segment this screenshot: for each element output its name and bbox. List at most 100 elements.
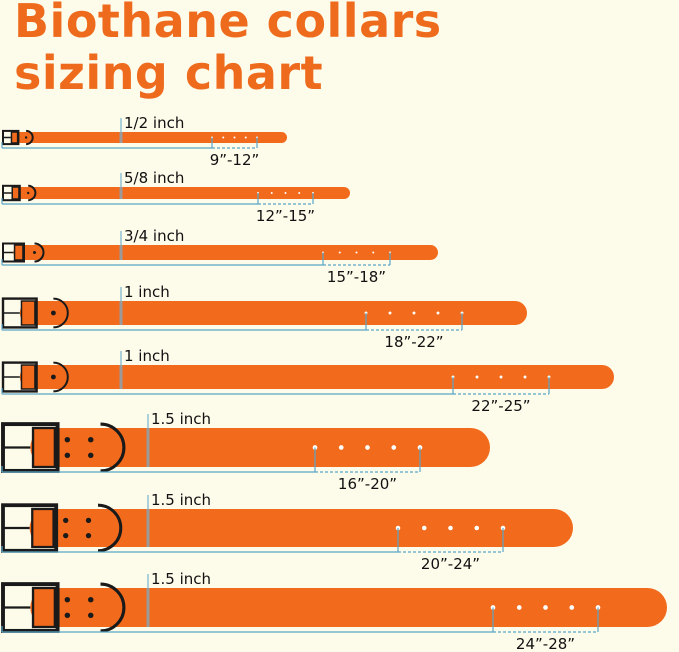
strap xyxy=(10,132,287,143)
strap-hole xyxy=(499,375,503,379)
d-ring-icon xyxy=(53,361,69,393)
strap-hole xyxy=(474,525,480,531)
rivet xyxy=(64,436,71,443)
strap-hole xyxy=(284,192,287,194)
collar-3: 3/4 inch 15”-18” xyxy=(1,227,438,286)
width-label: 3/4 inch xyxy=(124,227,184,245)
size-range-label: 15”-18” xyxy=(327,268,386,286)
size-range-label: 12”-15” xyxy=(256,207,315,225)
strap-hole xyxy=(355,251,358,254)
rivet xyxy=(85,517,92,524)
d-ring-icon xyxy=(34,242,45,263)
strap-hole xyxy=(569,605,575,610)
rivet xyxy=(88,596,94,603)
strap xyxy=(29,509,574,547)
width-label: 5/8 inch xyxy=(124,169,184,187)
width-label: 1.5 inch xyxy=(151,410,211,428)
strap-hole xyxy=(270,192,273,194)
collar-1: 1/2 inch 9”-12” xyxy=(1,114,287,169)
strap-hole xyxy=(365,445,370,450)
strap-hole xyxy=(436,311,440,315)
rivet xyxy=(63,532,69,539)
width-label: 1/2 inch xyxy=(124,114,184,132)
strap-hole xyxy=(338,445,344,450)
width-marker-bar xyxy=(119,365,123,389)
rivet xyxy=(88,612,94,619)
width-marker-bar xyxy=(119,245,123,260)
width-marker-bar xyxy=(119,132,123,143)
d-ring-icon xyxy=(100,582,126,633)
collar-5: 1 inch 22”-25” xyxy=(1,347,615,415)
width-marker-bar xyxy=(146,428,150,467)
size-range-label: 18”-22” xyxy=(384,333,443,351)
chart-title-line2: sizing chart xyxy=(14,46,324,100)
d-ring-icon xyxy=(100,422,126,473)
width-label: 1 inch xyxy=(124,283,170,301)
buckle-bar xyxy=(20,300,36,326)
strap-hole xyxy=(523,375,527,379)
buckle-bar xyxy=(11,186,20,200)
rivet xyxy=(85,532,92,539)
strap-hole xyxy=(338,251,341,254)
collar-7: 1.5 inch 20”-24” xyxy=(1,491,574,573)
width-marker-bar xyxy=(146,588,150,627)
d-ring-icon xyxy=(97,503,123,553)
strap xyxy=(30,588,668,627)
size-range-label: 20”-24” xyxy=(421,555,480,573)
collar-2: 5/8 inch 12”-15” xyxy=(1,169,351,225)
rivet xyxy=(64,612,71,619)
strap-hole xyxy=(222,136,225,139)
strap-hole xyxy=(412,311,416,315)
d-ring-icon xyxy=(28,184,37,202)
rivet xyxy=(64,452,71,459)
strap-hole xyxy=(372,251,375,254)
strap-hole xyxy=(391,445,397,450)
strap-hole xyxy=(298,192,301,194)
strap-hole xyxy=(244,136,247,139)
buckle-bar xyxy=(20,364,36,390)
d-ring-icon xyxy=(25,129,34,146)
strap-hole xyxy=(421,525,427,531)
strap-hole xyxy=(543,605,548,610)
buckle-bar xyxy=(31,426,57,469)
strap-hole xyxy=(388,311,392,315)
rivet xyxy=(88,452,94,459)
rivet xyxy=(27,191,30,195)
rivet xyxy=(64,596,71,603)
rivet xyxy=(51,310,56,316)
width-label: 1.5 inch xyxy=(151,570,211,588)
width-label: 1.5 inch xyxy=(151,491,211,509)
size-range-label: 9”-12” xyxy=(210,151,260,169)
chart-title-line1: Biothane collars xyxy=(14,0,442,48)
strap xyxy=(19,365,615,389)
strap xyxy=(30,428,491,467)
strap xyxy=(19,301,528,325)
rivet xyxy=(88,436,94,443)
rivet xyxy=(24,136,28,139)
width-marker-bar xyxy=(119,187,123,199)
strap-hole xyxy=(448,525,453,531)
strap xyxy=(13,245,438,260)
size-range-label: 16”-20” xyxy=(338,475,397,493)
buckle-bar xyxy=(31,586,57,629)
strap-hole xyxy=(233,136,236,139)
buckle-bar xyxy=(10,131,19,144)
width-marker-bar xyxy=(146,509,150,547)
width-marker-bar xyxy=(119,301,123,325)
collar-4: 1 inch 18”-22” xyxy=(1,283,528,351)
width-label: 1 inch xyxy=(124,347,170,365)
size-range-label: 22”-25” xyxy=(471,397,530,415)
buckle-bar xyxy=(13,244,24,261)
rivet xyxy=(33,251,36,254)
strap-hole xyxy=(475,375,479,379)
rivet xyxy=(63,517,69,524)
d-ring-icon xyxy=(53,297,69,329)
strap-hole xyxy=(516,605,522,610)
rivet xyxy=(51,374,56,380)
collar-8: 1.5 inch 24”-28” xyxy=(1,570,668,652)
strap xyxy=(11,187,351,199)
collar-6: 1.5 inch 16”-20” xyxy=(1,410,491,493)
buckle-bar xyxy=(31,507,55,549)
size-range-label: 24”-28” xyxy=(516,635,575,652)
